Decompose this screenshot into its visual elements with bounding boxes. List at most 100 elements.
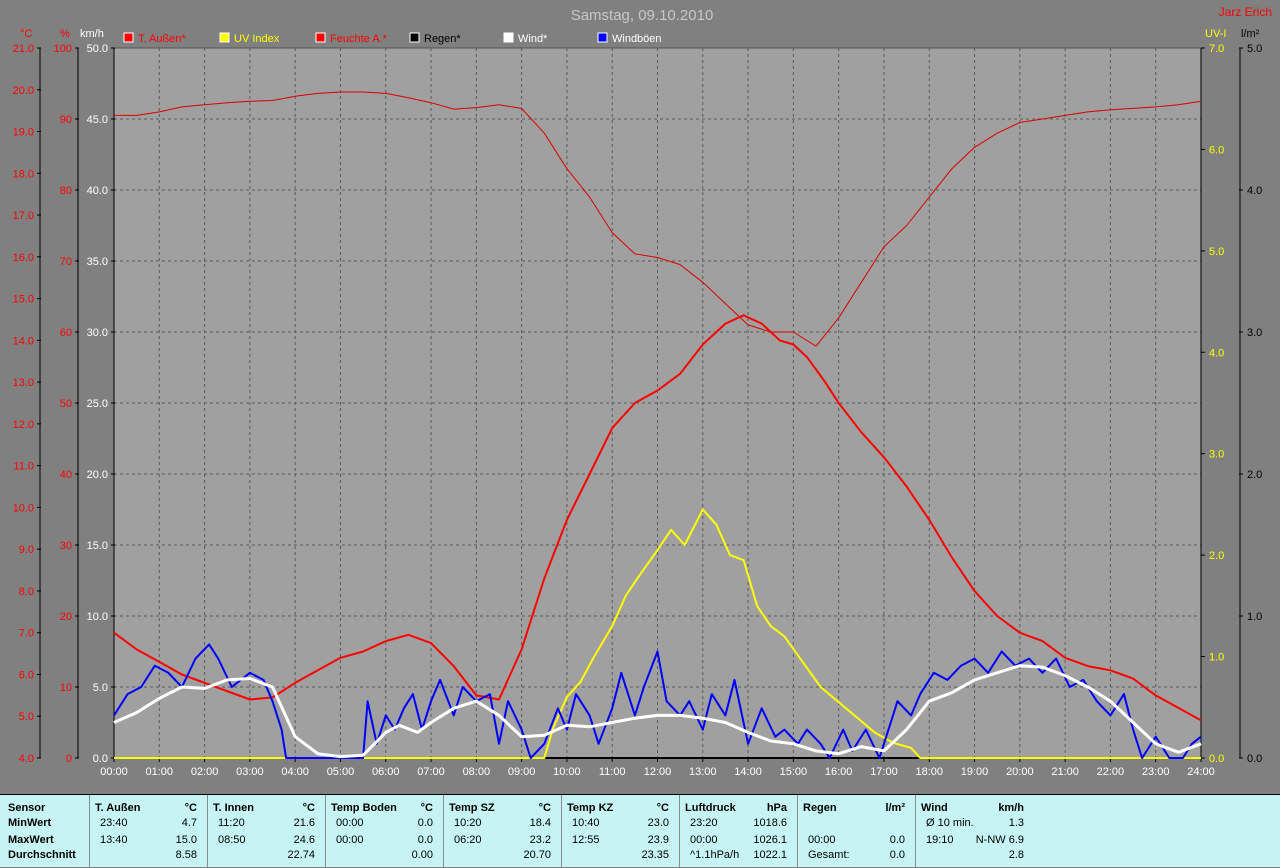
summary-value: 15.0: [175, 834, 197, 846]
tick-label: 25.0: [87, 398, 108, 410]
summary-time: 12:55: [572, 834, 600, 846]
summary-time: 10:20: [454, 817, 482, 829]
time-tick-label: 22:00: [1097, 766, 1125, 778]
time-tick-label: 08:00: [463, 766, 491, 778]
tick-label: 100: [54, 43, 72, 55]
tick-label: 18.0: [13, 168, 34, 180]
legend-label: T. Außen*: [138, 33, 186, 45]
summary-time: 00:00: [808, 834, 836, 846]
summary-time: 10:40: [572, 817, 600, 829]
summary-time: ^1.1hPa/h: [690, 849, 740, 861]
summary-column-unit: °C: [656, 802, 669, 814]
tick-label: 20: [60, 611, 72, 623]
legend-label: Feuchte A.*: [330, 33, 388, 45]
rain-unit-label: l/m²: [1241, 28, 1260, 40]
tick-label: 3.0: [1247, 327, 1262, 339]
summary-value: 1026.1: [753, 834, 787, 846]
tick-label: 90: [60, 114, 72, 126]
summary-column-title: Regen: [803, 802, 837, 814]
summary-column-title: Wind: [921, 802, 948, 814]
summary-column: Temp KZ °C 10:40 23.0 12:55 23.9 23.35: [562, 795, 680, 868]
time-tick-label: 00:00: [100, 766, 128, 778]
time-tick-label: 16:00: [825, 766, 853, 778]
tick-label: 50.0: [87, 43, 108, 55]
summary-value: 22.74: [287, 849, 315, 861]
humidity-axis: 0 10 20 30 40 50 60 70 80 90 100: [54, 43, 79, 765]
summary-column-title: Temp KZ: [567, 802, 614, 814]
summary-value: 8.58: [175, 849, 197, 861]
tick-label: 45.0: [87, 114, 108, 126]
tick-label: 17.0: [13, 210, 34, 222]
minwert-label: MinWert: [8, 817, 52, 829]
series-line-windböen: [113, 643, 1202, 759]
tick-label: 9.0: [19, 544, 34, 556]
legend-label: Regen*: [424, 33, 461, 45]
tick-label: 2.0: [1247, 469, 1262, 481]
summary-column: Temp SZ °C 10:20 18.4 06:20 23.2 20.70: [444, 795, 562, 868]
wind-unit-label: km/h: [80, 28, 104, 40]
tick-label: 19.0: [13, 127, 34, 139]
tick-label: 10.0: [87, 611, 108, 623]
tick-label: 14.0: [13, 335, 34, 347]
legend-swatch: [219, 32, 230, 43]
legend-swatch: [597, 32, 608, 43]
summary-column-unit: km/h: [998, 802, 1024, 814]
tick-label: 5.0: [93, 682, 108, 694]
summary-value: 4.7: [181, 817, 197, 829]
summary-value: 20.70: [523, 849, 551, 861]
tick-label: 70: [60, 256, 72, 268]
legend-swatch: [409, 32, 420, 43]
summary-value: 21.6: [293, 817, 315, 829]
summary-value: 0.0: [889, 834, 905, 846]
summary-time: 23:20: [690, 817, 718, 829]
time-tick-label: 20:00: [1006, 766, 1034, 778]
author-label: Jarz Erich: [1219, 5, 1272, 19]
tick-label: 60: [60, 327, 72, 339]
time-tick-label: 17:00: [870, 766, 898, 778]
time-tick-label: 04:00: [281, 766, 309, 778]
tick-label: 0.0: [1247, 753, 1262, 765]
summary-value: 18.4: [529, 817, 551, 829]
summary-column-unit: hPa: [766, 802, 787, 814]
time-tick-label: 23:00: [1142, 766, 1170, 778]
tick-label: 6.0: [19, 669, 34, 681]
summary-column: Regen l/m² 00:00 0.0 Gesamt: 0.0: [798, 795, 916, 868]
legend-swatch: [315, 32, 326, 43]
summary-time: 23:40: [100, 817, 128, 829]
chart-title: Samstag, 09.10.2010: [571, 7, 714, 24]
tick-label: 15.0: [87, 540, 108, 552]
summary-value: 23.9: [647, 834, 669, 846]
summary-column-unit: °C: [302, 802, 315, 814]
tick-label: 13.0: [13, 377, 34, 389]
tick-label: 10.0: [13, 502, 34, 514]
time-tick-label: 21:00: [1051, 766, 1079, 778]
summary-value: 24.6: [293, 834, 315, 846]
summary-column-title: Temp SZ: [449, 802, 495, 814]
legend-swatch: [123, 32, 134, 43]
tick-label: 30.0: [87, 327, 108, 339]
summary-time: 13:40: [100, 834, 128, 846]
tick-label: 7.0: [19, 628, 34, 640]
summary-column-title: T. Außen: [95, 802, 141, 814]
summary-column: T. Innen °C 11:20 21.6 08:50 24.6 22.74: [208, 795, 326, 868]
humidity-unit-label: %: [60, 28, 70, 40]
summary-column: Temp Boden °C 00:00 0.0 00:00 0.0 0.00: [326, 795, 444, 868]
summary-column-unit: °C: [538, 802, 551, 814]
summary-column: T. Außen °C 23:40 4.7 13:40 15.0 8.58: [90, 795, 208, 868]
summary-value: N-NW 6.9: [975, 834, 1024, 846]
tick-label: 12.0: [13, 419, 34, 431]
summary-value: 0.0: [889, 849, 905, 861]
temp-unit-label: °C: [20, 28, 32, 40]
weather-chart: 4.0 5.0 6.0 7.0 8.0 9.0 10.0 11.0 12.0 13.0 14.0 15…: [12, 5, 1272, 778]
summary-time: 00:00: [690, 834, 718, 846]
legend: T. Außen* UV Index Feuchte A.* Regen* Wind* W…: [123, 32, 662, 45]
series-layer: [113, 91, 1202, 759]
legend-label: Wind*: [518, 33, 548, 45]
time-tick-label: 03:00: [236, 766, 264, 778]
series-line-uv-index: [114, 508, 1201, 759]
time-tick-label: 06:00: [372, 766, 400, 778]
summary-value: 1.3: [1008, 817, 1024, 829]
summary-time: 08:50: [218, 834, 246, 846]
series-line-feuchte-a: [114, 91, 1202, 347]
tick-label: 16.0: [13, 252, 34, 264]
